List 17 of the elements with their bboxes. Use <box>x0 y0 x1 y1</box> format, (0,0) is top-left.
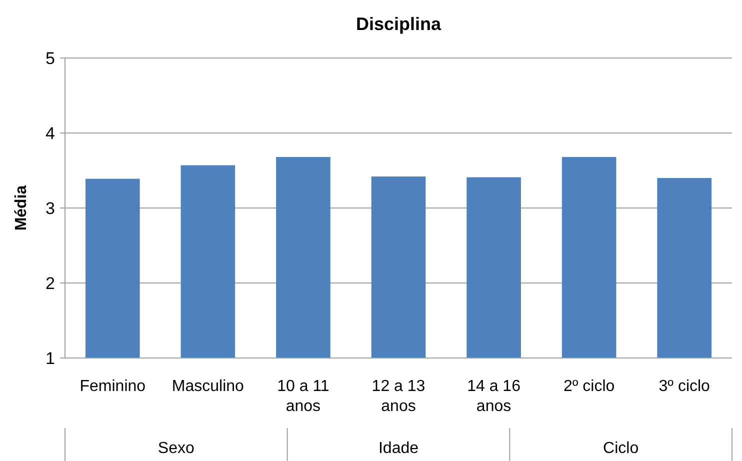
text: Idade <box>378 440 419 457</box>
y-axis-title: Média <box>13 185 30 231</box>
x-tick-label: 14 a 16 anos <box>467 378 521 415</box>
y-tick-label: 5 <box>46 48 55 68</box>
chart-title: Disciplina <box>356 14 442 34</box>
x-tick-label: Feminino <box>80 378 146 395</box>
y-tick-label: 3 <box>46 198 55 218</box>
x-tick-label: Masculino <box>172 378 244 395</box>
y-tick-label: 4 <box>46 124 55 143</box>
x-tick-label: 2º ciclo <box>563 378 615 395</box>
x-tick-label: 10 a 11 anos <box>277 378 330 415</box>
text: Ciclo <box>603 440 639 457</box>
y-tick-label: 1 <box>46 348 55 368</box>
x-tick-label: 3º ciclo <box>658 378 710 395</box>
y-tick-label: 2 <box>46 274 55 293</box>
x-tick-label: 12 a 13 anos <box>372 378 426 415</box>
text: Sexo <box>158 440 195 457</box>
